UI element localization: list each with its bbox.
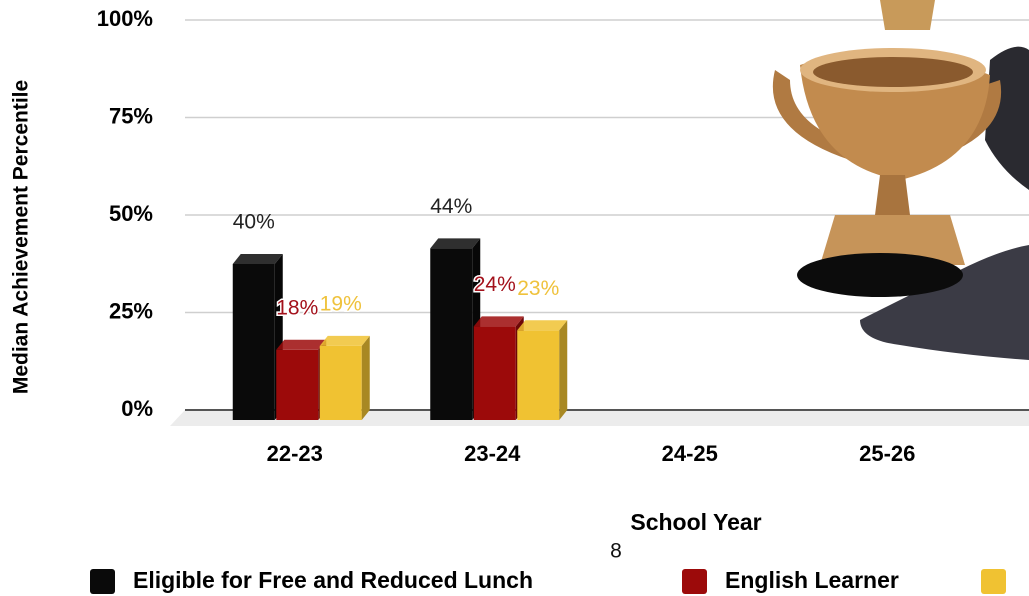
trophy-stem (875, 175, 910, 215)
trophy-base (820, 215, 965, 265)
x-tick-label: 25-26 (859, 441, 915, 466)
y-tick-label: 50% (109, 201, 153, 226)
legend-swatch (981, 569, 1006, 594)
bar-front (473, 326, 516, 420)
trophy-foot (797, 253, 963, 297)
data-label: 23% (517, 277, 559, 300)
bar-front (276, 349, 319, 420)
bar (517, 320, 568, 420)
y-tick-label: 75% (109, 103, 153, 128)
trophy-top (880, 0, 935, 30)
bar-top (430, 238, 481, 249)
bar-top (319, 335, 370, 346)
data-label: 18% (276, 296, 318, 319)
bar-top (276, 339, 327, 350)
bar-top (473, 316, 524, 327)
y-tick-label: 100% (97, 6, 153, 31)
legend-label: English Learner (725, 567, 899, 593)
x-tick-label: 24-25 (662, 441, 718, 466)
bar (232, 254, 283, 420)
trophy-inner (813, 57, 973, 87)
data-label: 44% (430, 195, 472, 218)
x-tick-label: 23-24 (464, 441, 521, 466)
y-axis-label: Median Achievement Percentile (10, 80, 33, 394)
bar-top (232, 254, 283, 264)
legend-label: Eligible for Free and Reduced Lunch (133, 567, 533, 593)
bar-front (319, 345, 362, 420)
bar-side (559, 320, 568, 420)
y-tick-label: 0% (121, 396, 153, 421)
bar-top (517, 320, 568, 331)
bar-front (517, 330, 560, 420)
y-tick-label: 25% (109, 298, 153, 323)
x-tick-label: 22-23 (267, 441, 323, 466)
trophy-illustration (772, 0, 1029, 360)
trophy-arm (860, 245, 1029, 360)
legend-swatch (682, 569, 707, 594)
legend: Eligible for Free and Reduced Lunch Engli… (90, 567, 1006, 594)
page-number: 8 (610, 540, 622, 563)
floor (170, 410, 1029, 426)
bar (473, 316, 524, 420)
bar (319, 335, 370, 420)
bar (276, 339, 327, 420)
bar-front (430, 248, 473, 420)
bar (430, 238, 481, 420)
bar-side (361, 335, 370, 420)
data-label: 40% (233, 211, 275, 234)
data-label: 19% (320, 292, 362, 315)
legend-swatch (90, 569, 115, 594)
x-axis-label: School Year (630, 509, 761, 535)
bar-front (232, 264, 275, 420)
data-label: 24% (474, 273, 516, 296)
